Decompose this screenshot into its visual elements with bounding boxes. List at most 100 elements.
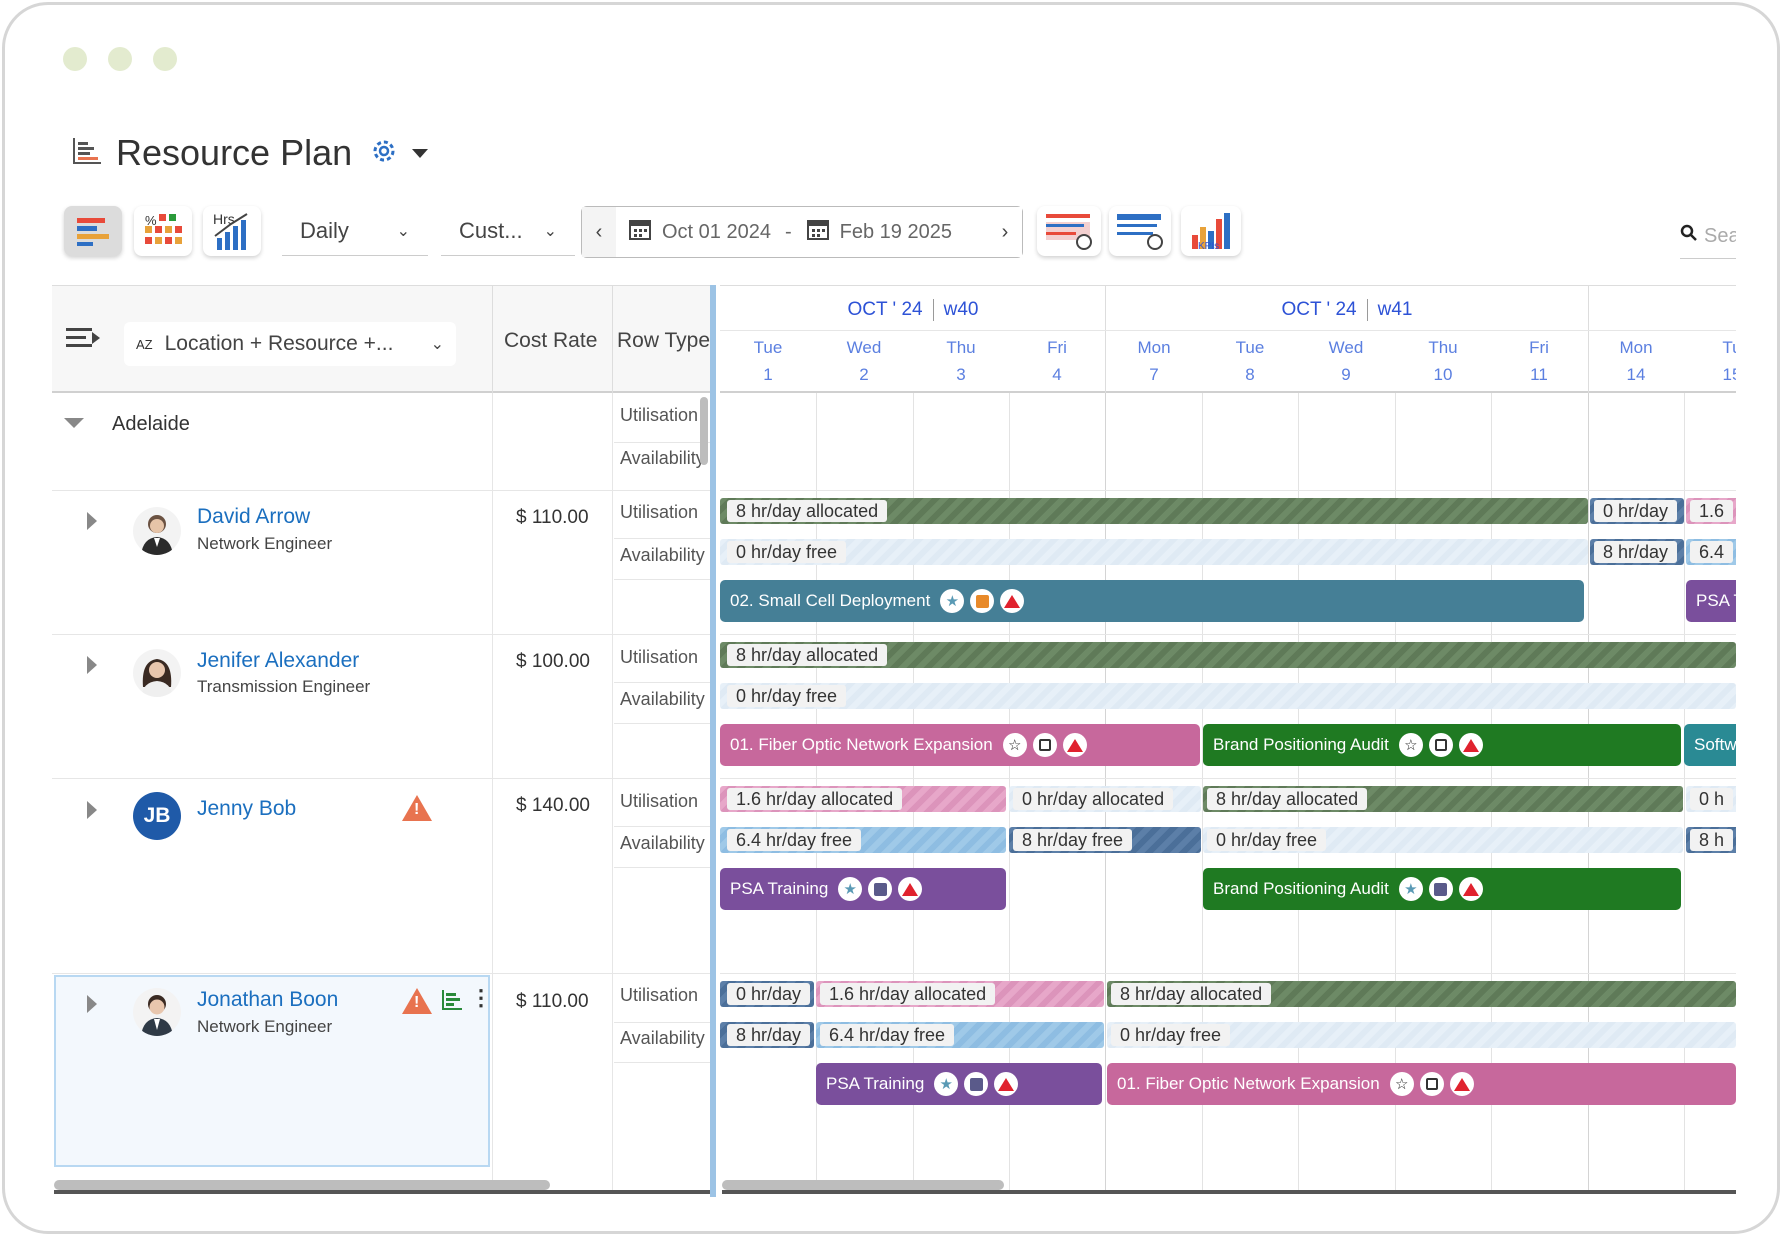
availability-bar[interactable]: 6.4 hr/day free (816, 1022, 1104, 1048)
availability-bar[interactable]: 6.4 (1686, 539, 1736, 565)
square-icon[interactable] (964, 1072, 989, 1096)
availability-bar[interactable]: 8 hr/day (1590, 539, 1684, 565)
resource-name[interactable]: David Arrow (197, 505, 311, 528)
gantt-row-icon[interactable] (440, 988, 464, 1017)
group-by-select[interactable]: AZ Location + Resource +... ⌄ (124, 322, 456, 366)
search-box[interactable]: Sea (1680, 214, 1736, 259)
task-bar[interactable]: PSA Training ★ (720, 868, 1006, 910)
resource-name[interactable]: Jenifer Alexander (197, 649, 360, 672)
utilisation-bar[interactable]: 8 hr/day allocated (1107, 981, 1736, 1007)
col-header-row-type[interactable]: Row Type (617, 329, 710, 352)
caret-down-icon[interactable] (64, 418, 84, 428)
star-icon[interactable]: ★ (838, 877, 863, 901)
warning-triangle-icon[interactable] (1000, 589, 1025, 613)
warning-triangle-icon[interactable] (1458, 733, 1483, 757)
square-icon[interactable] (1428, 877, 1453, 901)
task-bar[interactable]: 02. Small Cell Deployment ★ (720, 580, 1584, 622)
more-options-icon[interactable]: ⋮ (470, 985, 492, 1010)
task-bar[interactable]: Softw (1684, 724, 1736, 766)
availability-bar[interactable]: 0 hr/day free (720, 539, 1588, 565)
warning-triangle-icon[interactable] (994, 1072, 1019, 1096)
utilisation-bar[interactable]: 0 h (1686, 786, 1736, 812)
timeline-header: OCT ' 24 w40 OCT ' 24 w41 Tue 1 Wed 2 Thu 3 F… (720, 285, 1736, 394)
view-mode-select[interactable]: Daily ⌄ (282, 206, 428, 256)
availability-bar[interactable]: 0 hr/day free (1107, 1022, 1736, 1048)
search-input[interactable]: Sea (1704, 224, 1736, 247)
kpi-button[interactable]: KPIs (1181, 206, 1241, 256)
utilisation-bar[interactable]: 1.6 (1686, 498, 1736, 524)
availability-bar[interactable]: 0 hr/day free (720, 683, 1736, 709)
star-icon[interactable]: ★ (934, 1072, 959, 1096)
task-bar[interactable]: 01. Fiber Optic Network Expansion ☆ (720, 724, 1200, 766)
warning-triangle-icon[interactable] (1062, 733, 1087, 757)
utilisation-bar[interactable]: 0 hr/day (720, 981, 814, 1007)
chevron-down-icon: ⌄ (396, 222, 410, 240)
vertical-scrollbar[interactable] (700, 397, 708, 465)
horizontal-scrollbar-left[interactable] (54, 1180, 550, 1190)
horizontal-scrollbar-right[interactable] (722, 1180, 1004, 1190)
row-settings-button[interactable] (1037, 206, 1101, 256)
start-date-input[interactable]: Oct 01 2024 (662, 220, 771, 243)
availability-bar[interactable]: 8 h (1686, 827, 1736, 853)
warning-triangle-icon[interactable] (898, 877, 923, 901)
square-icon[interactable] (1419, 1072, 1444, 1096)
window-dot-close[interactable] (63, 47, 87, 71)
gear-icon[interactable] (368, 135, 400, 172)
column-settings-button[interactable] (1109, 206, 1171, 256)
resource-name[interactable]: Jonathan Boon (197, 988, 339, 1011)
window-dot-maximize[interactable] (153, 47, 177, 71)
star-icon[interactable]: ☆ (1398, 733, 1423, 757)
star-icon[interactable]: ★ (940, 589, 965, 613)
col-header-cost-rate[interactable]: Cost Rate (504, 329, 598, 352)
square-icon[interactable] (1428, 733, 1453, 757)
next-range-button[interactable]: › (988, 207, 1022, 257)
utilisation-bar[interactable]: 8 hr/day allocated (720, 498, 1588, 524)
window-dot-minimize[interactable] (108, 47, 132, 71)
utilisation-bar[interactable]: 1.6 hr/day allocated (816, 981, 1104, 1007)
task-bar[interactable]: PSA Training ★ (816, 1063, 1102, 1105)
task-bar[interactable]: PSA T (1686, 580, 1736, 622)
caret-right-icon[interactable] (87, 656, 97, 674)
prev-range-button[interactable]: ‹ (582, 207, 616, 257)
pane-splitter[interactable] (710, 285, 716, 1197)
star-icon[interactable]: ☆ (1002, 733, 1027, 757)
utilisation-bar[interactable]: 0 hr/day (1590, 498, 1684, 524)
collapse-all-icon[interactable] (66, 326, 102, 359)
caret-right-icon[interactable] (87, 801, 97, 819)
warning-triangle-icon[interactable]: ! (402, 988, 432, 1014)
day-header: Fri 11 (1529, 338, 1549, 384)
hours-chart-button[interactable]: Hrs (203, 206, 261, 256)
week-header-w41: OCT ' 24 w41 (1106, 292, 1588, 328)
availability-bar[interactable]: 6.4 hr/day free (720, 827, 1006, 853)
warning-triangle-icon[interactable] (1449, 1072, 1474, 1096)
day-header: Tue 1 (753, 338, 783, 384)
task-bar[interactable]: Brand Positioning Audit ★ (1203, 868, 1681, 910)
star-icon[interactable]: ★ (1398, 877, 1423, 901)
filter-mode-select[interactable]: Cust... ⌄ (441, 206, 575, 256)
square-icon[interactable] (868, 877, 893, 901)
utilisation-bar[interactable]: 1.6 hr/day allocated (720, 786, 1006, 812)
task-bar[interactable]: Brand Positioning Audit ☆ (1203, 724, 1681, 766)
utilisation-bar[interactable]: 0 hr/day allocated (1009, 786, 1201, 812)
utilisation-bar[interactable]: 8 hr/day allocated (720, 642, 1736, 668)
utilisation-bar[interactable]: 8 hr/day allocated (1203, 786, 1683, 812)
calendar-icon[interactable] (806, 217, 830, 247)
warning-triangle-icon[interactable]: ! (402, 795, 432, 821)
availability-bar[interactable]: 8 hr/day (720, 1022, 814, 1048)
square-icon[interactable] (970, 589, 995, 613)
caret-right-icon[interactable] (87, 995, 97, 1013)
heatmap-view-button[interactable]: % (134, 206, 192, 256)
calendar-icon[interactable] (628, 217, 652, 247)
availability-bar[interactable]: 8 hr/day free (1009, 827, 1201, 853)
task-bar[interactable]: 01. Fiber Optic Network Expansion ☆ (1107, 1063, 1736, 1105)
row-type-avail: Availability (620, 448, 705, 468)
warning-triangle-icon[interactable] (1458, 877, 1483, 901)
gantt-view-button[interactable] (64, 206, 122, 256)
availability-bar[interactable]: 0 hr/day free (1203, 827, 1683, 853)
square-icon[interactable] (1032, 733, 1057, 757)
chevron-down-icon[interactable] (412, 148, 429, 158)
caret-right-icon[interactable] (87, 512, 97, 530)
end-date-input[interactable]: Feb 19 2025 (839, 220, 952, 243)
resource-name[interactable]: Jenny Bob (197, 797, 297, 820)
star-icon[interactable]: ☆ (1389, 1072, 1414, 1096)
